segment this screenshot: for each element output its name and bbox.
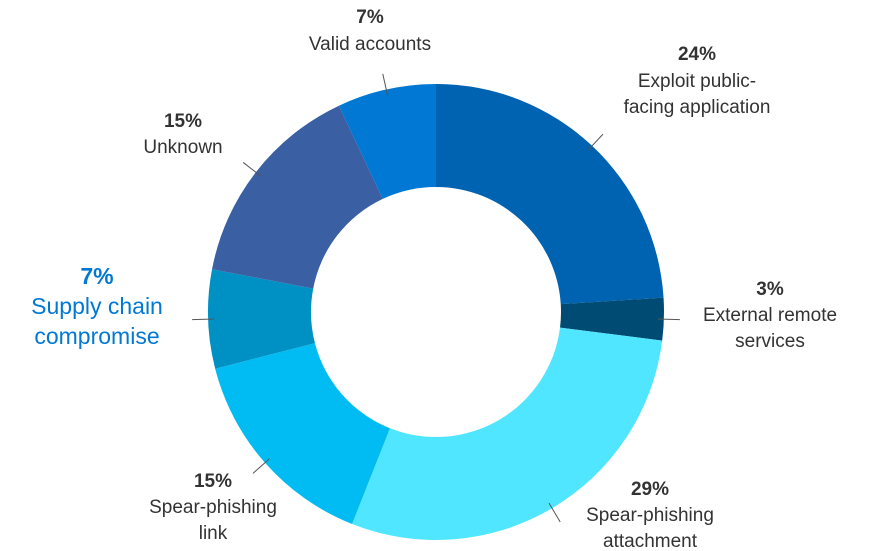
category-label: Unknown bbox=[143, 137, 222, 158]
category-label: External remote services bbox=[703, 305, 837, 352]
donut-segment bbox=[215, 343, 390, 524]
leader-line bbox=[242, 162, 261, 177]
donut-segment bbox=[212, 105, 383, 289]
value-label: 29% bbox=[631, 479, 669, 500]
value-label: 15% bbox=[164, 111, 202, 132]
leader-line bbox=[548, 502, 561, 523]
value-label: 24% bbox=[678, 44, 716, 65]
category-label: Supply chain compromise bbox=[31, 293, 163, 349]
category-label: Exploit public-facing application bbox=[624, 71, 771, 118]
donut-segment bbox=[436, 84, 664, 305]
value-label: 3% bbox=[756, 279, 784, 300]
value-label: 7% bbox=[80, 263, 113, 289]
category-label: Valid accounts bbox=[309, 34, 431, 55]
donut-segment bbox=[338, 84, 436, 199]
leader-line bbox=[382, 73, 389, 96]
value-label: 15% bbox=[194, 471, 232, 492]
donut-segment bbox=[208, 269, 315, 369]
leader-line bbox=[252, 458, 270, 474]
category-label: Spear-phishing link bbox=[149, 497, 277, 544]
donut-segment bbox=[560, 297, 665, 341]
leader-line bbox=[587, 133, 604, 151]
leader-line bbox=[657, 318, 680, 321]
donut-segment bbox=[352, 327, 663, 540]
leader-line bbox=[192, 318, 215, 321]
value-label: 7% bbox=[356, 7, 384, 28]
category-label: Spear-phishing attachment bbox=[586, 505, 714, 551]
